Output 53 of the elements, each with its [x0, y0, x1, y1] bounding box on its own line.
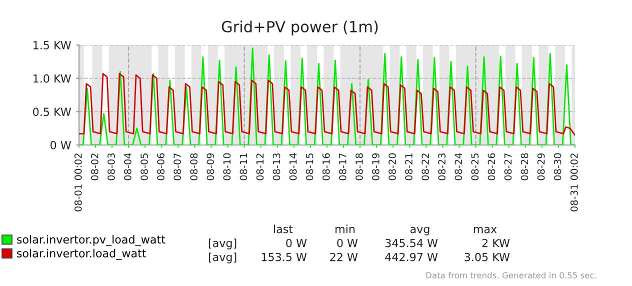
x-tick-label: 08-21 [405, 154, 412, 180]
text: last [274, 224, 293, 234]
x-tick-label: 08-12 [256, 154, 264, 180]
x-tick-label: 08-31 00:02 [570, 154, 578, 212]
x-tick-label: 08-26 [488, 153, 496, 180]
text: 0 W [286, 238, 307, 248]
text: 2 KW [482, 238, 510, 248]
x-tick-label: 08-25 [471, 153, 479, 180]
y-tick-label: 0 W [50, 140, 71, 150]
x-tick-label: 08-07 [174, 153, 181, 180]
x-tick-label: 08-20 [388, 153, 396, 180]
text: [avg] [208, 238, 236, 250]
x-tick-label: 08-01 00:02 [74, 154, 82, 212]
x-tick-label: 08-23 [438, 153, 446, 180]
x-tick-label: 08-24 [454, 153, 462, 180]
text: 345.54 W [385, 238, 438, 248]
y-tick-label: 1.5 KW [34, 41, 71, 50]
x-tick-label: 08-09 [206, 153, 214, 180]
x-tick-label: 08-11 [240, 154, 248, 180]
text: [avg] [208, 252, 236, 264]
y-tick-label: 1.0 KW [34, 74, 71, 83]
x-tick-label: 08-22 [422, 154, 429, 180]
x-tick-label: 08-08 [190, 153, 198, 180]
chart-title: Grid+PV power (1m) [222, 20, 378, 36]
y-tick-label: 0.5 KW [33, 108, 71, 116]
legend-label: solar.invertor.pv_load_watt [17, 235, 166, 246]
x-tick-label: 08-04 [124, 153, 132, 180]
x-tick-label: 08-06 [157, 153, 164, 180]
x-tick-label: 08-28 [520, 153, 528, 180]
text: 442.97 W [385, 252, 438, 262]
text: 0 W [337, 238, 358, 248]
legend-label: solar.invertor.load_watt [17, 248, 146, 260]
text: Data from trends. Generated in 0.55 sec. [426, 272, 596, 278]
x-tick-label: 08-03 [108, 153, 115, 180]
text: 3.05 KW [464, 252, 510, 262]
x-tick-label: 08-16 [322, 153, 330, 180]
x-tick-label: 08-30 [554, 153, 562, 180]
x-tick-label: 08-14 [289, 153, 297, 180]
x-tick-label: 08-29 [537, 153, 545, 180]
x-tick-label: 08-27 [504, 153, 512, 180]
x-tick-label: 08-18 [356, 153, 363, 180]
text: avg [410, 226, 430, 236]
x-tick-label: 08-02 [90, 154, 98, 180]
text: 22 W [330, 252, 358, 262]
x-tick-label: 08-19 [372, 153, 380, 180]
x-tick-label: 08-17 [338, 153, 346, 180]
x-tick-label: 08-10 [223, 153, 231, 180]
x-tick-label: 08-13 [272, 153, 280, 180]
x-tick-label: 08-15 [306, 153, 314, 180]
text: min [336, 224, 355, 234]
text: 153.5 W [262, 252, 307, 262]
x-tick-label: 08-05 [140, 153, 148, 180]
text: max [474, 226, 497, 234]
